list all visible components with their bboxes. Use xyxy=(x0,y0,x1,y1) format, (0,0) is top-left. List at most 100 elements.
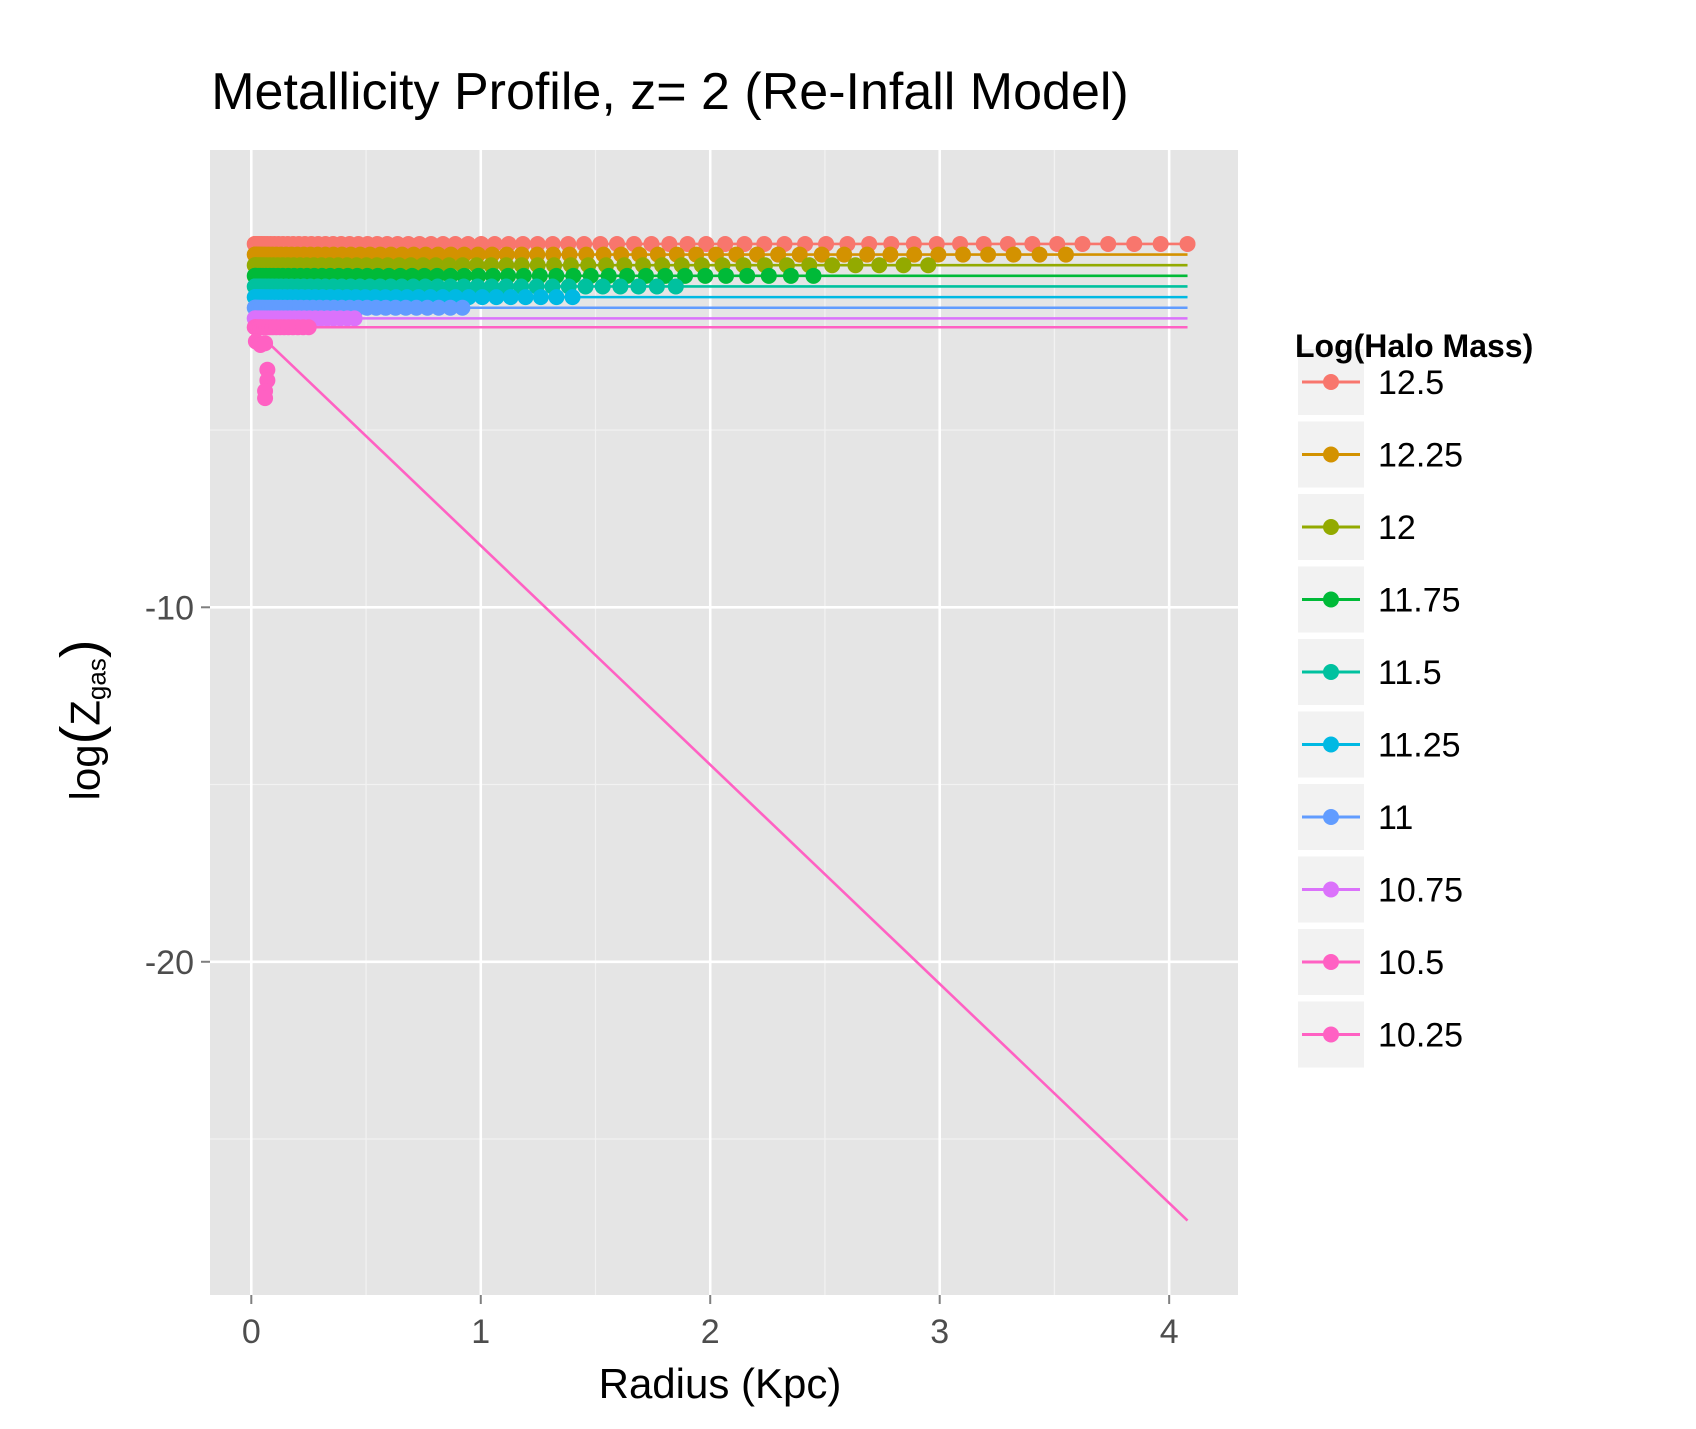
data-point xyxy=(648,278,665,295)
legend-item: 10.25 xyxy=(1298,1001,1463,1068)
data-point xyxy=(805,267,822,284)
legend-item: 12.25 xyxy=(1298,421,1463,488)
x-axis-label: Radius (Kpc) xyxy=(598,1360,842,1407)
data-point xyxy=(930,246,947,263)
data-point xyxy=(1152,235,1169,252)
legend-key-point xyxy=(1323,954,1339,970)
x-tick-label: 0 xyxy=(242,1313,261,1351)
legend-title: Log(Halo Mass) xyxy=(1295,328,1534,364)
data-point xyxy=(630,278,647,295)
x-tick-label: 1 xyxy=(471,1313,490,1351)
data-point xyxy=(920,257,937,274)
y-axis-label-close-paren: ) xyxy=(48,639,112,659)
legend-label: 11.75 xyxy=(1378,582,1461,620)
legend-item: 10.5 xyxy=(1298,929,1444,995)
legend-key-point xyxy=(1323,446,1339,463)
data-point xyxy=(1126,235,1143,252)
legend-item: 11.25 xyxy=(1298,711,1461,778)
data-point xyxy=(717,235,734,252)
y-axis-label-prefix: log xyxy=(61,744,109,801)
legend-label: 10.75 xyxy=(1378,872,1463,910)
data-point xyxy=(300,319,317,336)
data-point xyxy=(760,267,777,284)
data-point xyxy=(474,289,491,306)
data-point xyxy=(955,246,972,263)
legend-key-point xyxy=(1323,881,1339,898)
data-point xyxy=(346,310,363,327)
data-point xyxy=(419,299,436,316)
data-point xyxy=(408,299,425,316)
series-12-25 xyxy=(246,246,1188,263)
legend-key-point xyxy=(1323,591,1339,608)
data-point xyxy=(697,267,714,284)
legend-key-point xyxy=(1323,1026,1339,1043)
data-point xyxy=(257,335,274,352)
plot-series xyxy=(246,235,1196,1222)
data-point xyxy=(698,235,715,252)
data-point xyxy=(717,267,734,284)
y-tick-label: -10 xyxy=(145,589,194,627)
legend-label: 10.25 xyxy=(1378,1017,1463,1055)
data-point xyxy=(871,257,888,274)
data-point xyxy=(488,289,505,306)
legend-item: 11 xyxy=(1298,784,1413,850)
data-point xyxy=(770,246,787,263)
data-point xyxy=(847,257,864,274)
series-10-25 xyxy=(247,333,1189,1222)
data-point xyxy=(677,267,694,284)
legend-key-point xyxy=(1323,736,1339,753)
data-point xyxy=(906,246,923,263)
legend-label: 12 xyxy=(1378,509,1416,547)
data-point xyxy=(782,267,799,284)
legend-label: 11 xyxy=(1378,799,1413,837)
data-point xyxy=(612,278,629,295)
y-axis-label-sub: gas xyxy=(81,658,112,701)
data-point xyxy=(594,278,611,295)
y-axis-label-open-paren: ( xyxy=(48,725,112,745)
legend-label: 11.25 xyxy=(1378,727,1461,765)
data-point xyxy=(791,246,808,263)
data-point xyxy=(813,246,830,263)
data-point xyxy=(1100,235,1117,252)
legend-key-point xyxy=(1323,519,1339,535)
series-line xyxy=(264,338,1189,1222)
data-point xyxy=(442,299,459,316)
data-point xyxy=(548,289,565,306)
legend-item: 12 xyxy=(1298,494,1416,560)
data-point xyxy=(502,289,519,306)
legend-item: 10.75 xyxy=(1298,856,1463,923)
y-tick-label: -20 xyxy=(145,944,194,982)
legend-item: 11.5 xyxy=(1298,639,1442,705)
data-point xyxy=(679,235,696,252)
data-point xyxy=(859,246,876,263)
y-axis-label-main: Z xyxy=(61,700,109,726)
x-tick-label: 4 xyxy=(1160,1313,1179,1351)
data-point xyxy=(1005,246,1022,263)
data-point xyxy=(517,289,534,306)
data-point xyxy=(739,267,756,284)
legend-key-point xyxy=(1323,664,1339,680)
legend-label: 12.25 xyxy=(1378,437,1463,475)
data-point xyxy=(564,289,581,306)
y-axis-label: log(Zgas) xyxy=(48,640,113,801)
data-point xyxy=(667,278,684,295)
legend-label: 12.5 xyxy=(1378,364,1444,402)
data-point xyxy=(882,246,899,263)
series-10-5 xyxy=(246,319,1188,336)
legend-key-point xyxy=(1323,374,1339,390)
legend-item: 11.75 xyxy=(1298,566,1461,633)
data-point xyxy=(1057,246,1074,263)
data-point xyxy=(1031,246,1048,263)
data-point xyxy=(257,390,274,407)
data-point xyxy=(1074,235,1091,252)
data-point xyxy=(895,257,912,274)
data-point xyxy=(577,278,594,295)
data-point xyxy=(824,257,841,274)
legend-label: 11.5 xyxy=(1378,654,1442,692)
data-point xyxy=(454,299,471,316)
chart-title: Metallicity Profile, z= 2 (Re-Infall Mod… xyxy=(211,63,1129,121)
legend-key-point xyxy=(1323,809,1339,825)
data-point xyxy=(532,289,549,306)
data-point xyxy=(836,246,853,263)
data-point xyxy=(980,246,997,263)
